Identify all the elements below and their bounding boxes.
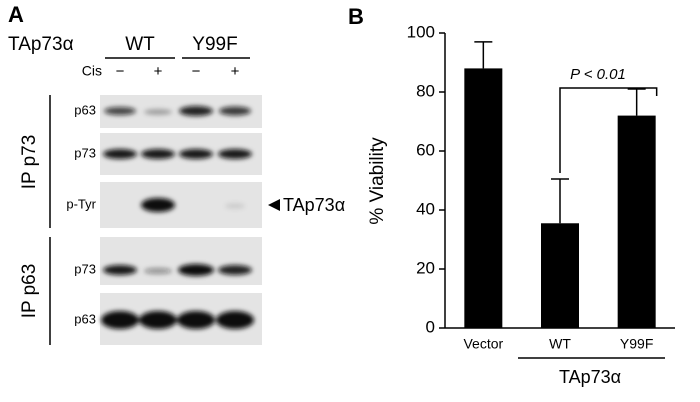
panel-a: A TAp73α WT Y99F Cis − + − + IP p73 IP p…	[8, 2, 345, 345]
row-label: p73	[74, 145, 96, 160]
bar	[541, 223, 579, 328]
treatment-label: Cis	[82, 63, 102, 79]
blot	[100, 95, 262, 345]
row-label: p-Tyr	[66, 196, 96, 211]
y-axis-title: % Viability	[367, 137, 388, 225]
y-tick-label: 80	[416, 81, 435, 100]
y-tick-label: 20	[416, 258, 435, 277]
significance-bracket	[559, 87, 658, 174]
panel-label: B	[348, 4, 364, 29]
construct-label: TAp73α	[8, 34, 74, 55]
x-tick-label: Vector	[463, 336, 503, 352]
row-label: p63	[74, 102, 96, 117]
y-tick-label: 60	[416, 140, 435, 159]
y-tick-label: 100	[407, 22, 435, 41]
bar	[617, 115, 656, 328]
annotation: P < 0.01	[570, 66, 626, 83]
arrowhead	[268, 199, 280, 211]
panel-b: B % Viability P < 0.01 TAp73α 0 20 40 60 80 1…	[348, 4, 675, 387]
lane-label: −	[192, 63, 201, 80]
lane-label: +	[154, 63, 163, 80]
panel-label: A	[8, 2, 24, 27]
row-label: p73	[74, 261, 96, 276]
group-label: WT	[125, 34, 155, 55]
arrow-label: TAp73α	[283, 195, 345, 215]
ip-label: IP p73	[19, 135, 40, 190]
group-label: TAp73α	[559, 367, 621, 387]
lane-label: −	[116, 63, 125, 80]
lane-label: +	[231, 63, 240, 80]
row-label: p63	[74, 311, 96, 326]
y-tick-label: 0	[426, 317, 435, 336]
y-tick-label: 40	[416, 199, 435, 218]
group-label: Y99F	[192, 34, 237, 55]
bar	[464, 68, 503, 329]
ip-label: IP p63	[19, 264, 40, 319]
x-tick-label: WT	[549, 336, 571, 352]
x-tick-label: Y99F	[620, 336, 653, 352]
